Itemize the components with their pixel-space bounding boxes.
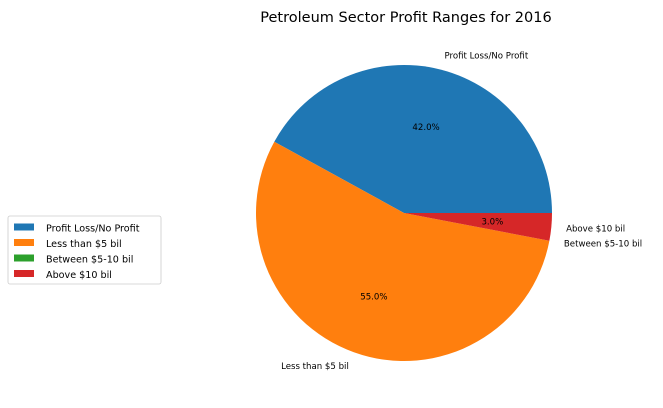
legend-label-above-10-bil: Above $10 bil [46,270,112,281]
chart-title: Petroleum Sector Profit Ranges for 2016 [260,10,551,26]
legend-label-profit-loss-no-profit: Profit Loss/No Profit [46,224,140,235]
slice-label-between-5-10-bil: Between $5-10 bil [564,240,642,250]
pie-labels: Profit Loss/No Profit 42.0% Less than $5 b… [281,51,642,372]
slice-label-less-than-5-bil: Less than $5 bil [281,362,349,372]
slice-pct-profit-loss-no-profit: 42.0% [412,123,439,133]
legend-swatch-less-than-5-bil [14,239,34,246]
slice-label-profit-loss-no-profit: Profit Loss/No Profit [444,51,528,61]
slice-above-10-bil [404,213,552,241]
legend: Profit Loss/No Profit Less than $5 bil Bet… [7,215,162,285]
slice-pct-above-10-bil: 3.0% [481,217,503,227]
legend-frame [7,215,162,285]
legend-label-less-than-5-bil: Less than $5 bil [46,239,122,250]
legend-swatch-above-10-bil [14,270,34,277]
slice-less-than-5-bil [256,141,550,361]
slice-profit-loss-no-profit [274,64,552,213]
slice-pct-less-than-5-bil: 55.0% [360,293,387,303]
pie-slices [256,64,552,361]
slice-label-above-10-bil: Above $10 bil [566,224,625,234]
legend-swatch-between-5-10-bil [14,254,34,262]
legend-label-between-5-10-bil: Between $5-10 bil [46,255,133,266]
legend-swatch-profit-loss-no-profit [14,223,34,231]
